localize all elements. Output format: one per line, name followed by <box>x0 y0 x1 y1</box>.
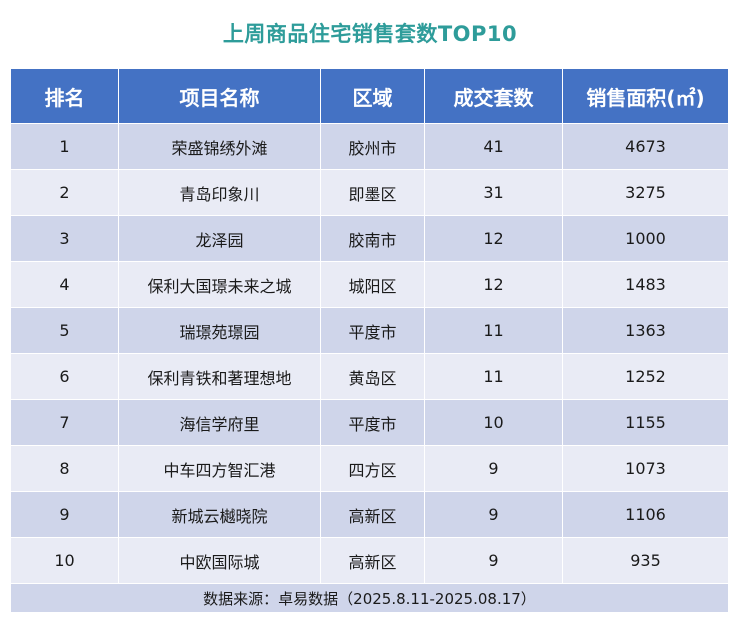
table-row: 5 瑞璟苑璟园 平度市 11 1363 <box>10 307 729 354</box>
district-cell: 高新区 <box>320 491 425 538</box>
rank-cell: 2 <box>10 169 119 216</box>
table-row: 1 荣盛锦绣外滩 胶州市 41 4673 <box>10 123 729 170</box>
table-row: 2 青岛印象川 即墨区 31 3275 <box>10 169 729 216</box>
district-cell: 平度市 <box>320 307 425 354</box>
table-row: 7 海信学府里 平度市 10 1155 <box>10 399 729 446</box>
table-header-row: 排名 项目名称 区域 成交套数 销售面积(㎡) <box>10 68 729 124</box>
project-name-cell: 瑞璟苑璟园 <box>118 307 321 354</box>
rank-cell: 3 <box>10 215 119 262</box>
district-cell: 即墨区 <box>320 169 425 216</box>
rank-cell: 8 <box>10 445 119 492</box>
project-name-cell: 保利大国璟未来之城 <box>118 261 321 308</box>
header-district: 区域 <box>320 68 425 124</box>
district-cell: 胶南市 <box>320 215 425 262</box>
project-name-cell: 龙泽园 <box>118 215 321 262</box>
table-footer-row: 数据来源：卓易数据（2025.8.11-2025.08.17） <box>10 583 729 613</box>
header-units: 成交套数 <box>424 68 563 124</box>
table-row: 6 保利青铁和著理想地 黄岛区 11 1252 <box>10 353 729 400</box>
area-cell: 4673 <box>562 123 729 170</box>
district-cell: 高新区 <box>320 537 425 584</box>
page-title: 上周商品住宅销售套数TOP10 <box>222 22 518 46</box>
table-row: 4 保利大国璟未来之城 城阳区 12 1483 <box>10 261 729 308</box>
table-row: 9 新城云樾晓院 高新区 9 1106 <box>10 491 729 538</box>
district-cell: 四方区 <box>320 445 425 492</box>
table-row: 8 中车四方智汇港 四方区 9 1073 <box>10 445 729 492</box>
rank-cell: 4 <box>10 261 119 308</box>
project-name-cell: 新城云樾晓院 <box>118 491 321 538</box>
rank-cell: 5 <box>10 307 119 354</box>
project-name-cell: 海信学府里 <box>118 399 321 446</box>
rank-cell: 6 <box>10 353 119 400</box>
area-cell: 1106 <box>562 491 729 538</box>
units-cell: 11 <box>424 307 563 354</box>
project-name-cell: 保利青铁和著理想地 <box>118 353 321 400</box>
table-body: 1 荣盛锦绣外滩 胶州市 41 4673 2 青岛印象川 即墨区 31 3275 3 龙泽园 胶南市 12… <box>10 123 729 584</box>
rank-cell: 10 <box>10 537 119 584</box>
area-cell: 935 <box>562 537 729 584</box>
district-cell: 平度市 <box>320 399 425 446</box>
area-cell: 1000 <box>562 215 729 262</box>
area-cell: 1483 <box>562 261 729 308</box>
units-cell: 41 <box>424 123 563 170</box>
project-name-cell: 中欧国际城 <box>118 537 321 584</box>
units-cell: 31 <box>424 169 563 216</box>
area-cell: 1252 <box>562 353 729 400</box>
header-rank: 排名 <box>10 68 119 124</box>
rank-cell: 9 <box>10 491 119 538</box>
units-cell: 9 <box>424 445 563 492</box>
district-cell: 胶州市 <box>320 123 425 170</box>
sales-table: 排名 项目名称 区域 成交套数 销售面积(㎡) 1 荣盛锦绣外滩 胶州市 41 4673… <box>10 68 729 613</box>
area-cell: 3275 <box>562 169 729 216</box>
header-project-name: 项目名称 <box>118 68 321 124</box>
header-area: 销售面积(㎡) <box>562 68 729 124</box>
units-cell: 9 <box>424 537 563 584</box>
units-cell: 12 <box>424 215 563 262</box>
project-name-cell: 青岛印象川 <box>118 169 321 216</box>
rank-cell: 1 <box>10 123 119 170</box>
project-name-cell: 荣盛锦绣外滩 <box>118 123 321 170</box>
area-cell: 1363 <box>562 307 729 354</box>
district-cell: 城阳区 <box>320 261 425 308</box>
area-cell: 1073 <box>562 445 729 492</box>
data-source-note: 数据来源：卓易数据（2025.8.11-2025.08.17） <box>10 583 729 613</box>
units-cell: 12 <box>424 261 563 308</box>
rank-cell: 7 <box>10 399 119 446</box>
district-cell: 黄岛区 <box>320 353 425 400</box>
table-row: 10 中欧国际城 高新区 9 935 <box>10 537 729 584</box>
units-cell: 11 <box>424 353 563 400</box>
project-name-cell: 中车四方智汇港 <box>118 445 321 492</box>
units-cell: 9 <box>424 491 563 538</box>
units-cell: 10 <box>424 399 563 446</box>
area-cell: 1155 <box>562 399 729 446</box>
table-row: 3 龙泽园 胶南市 12 1000 <box>10 215 729 262</box>
